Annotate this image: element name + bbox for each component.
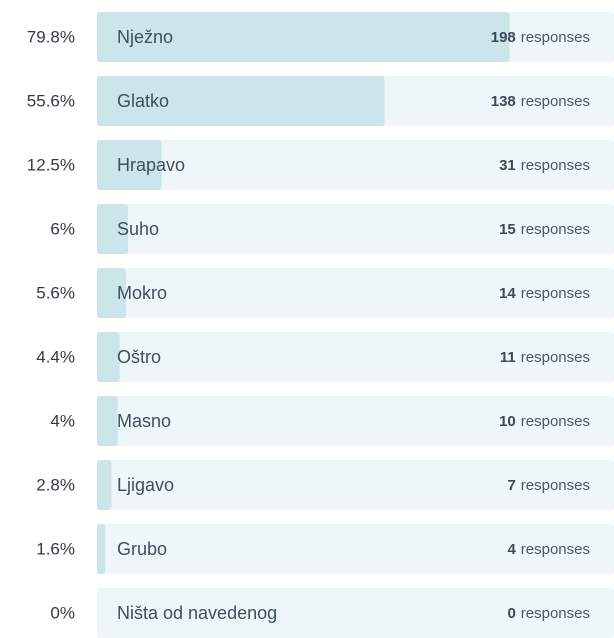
category-label: Mokro [117, 283, 167, 303]
bar [97, 76, 385, 126]
response-count: 11 responses [500, 349, 590, 366]
count-number: 31 [499, 157, 516, 174]
category-label: Suho [117, 219, 159, 239]
count-number: 15 [499, 221, 516, 238]
response-count: 198 responses [491, 29, 590, 46]
count-number: 4 [507, 541, 516, 558]
count-number: 7 [507, 477, 515, 494]
percent-label: 4% [50, 411, 75, 430]
bar-track [97, 268, 614, 318]
count-unit: responses [521, 477, 590, 494]
percent-label: 2.8% [36, 475, 75, 494]
count-number: 0 [507, 605, 515, 622]
bar [97, 12, 510, 62]
bar-track [97, 204, 614, 254]
category-label: Glatko [117, 91, 169, 111]
bar [97, 460, 112, 510]
count-unit: responses [521, 285, 590, 302]
bar-track [97, 332, 614, 382]
response-count: 10 responses [499, 413, 590, 430]
count-unit: responses [521, 221, 590, 238]
percent-label: 4.4% [36, 347, 75, 366]
bar [97, 396, 118, 446]
bar [97, 332, 120, 382]
category-label: Ljigavo [117, 475, 174, 495]
count-number: 198 [491, 29, 516, 46]
bar-track [97, 396, 614, 446]
percent-label: 6% [50, 219, 75, 238]
bar [97, 204, 129, 254]
bar [97, 524, 106, 574]
count-number: 10 [499, 413, 516, 430]
percent-label: 0% [50, 603, 75, 622]
count-unit: responses [521, 541, 590, 558]
count-number: 14 [499, 285, 516, 302]
bar-track [97, 524, 614, 574]
percent-label: 5.6% [36, 283, 75, 302]
percent-label: 12.5% [27, 155, 75, 174]
category-label: Grubo [117, 539, 167, 559]
count-unit: responses [521, 93, 590, 110]
percent-label: 79.8% [27, 27, 75, 46]
count-unit: responses [521, 157, 590, 174]
response-count: 15 responses [499, 221, 590, 238]
bar [97, 140, 162, 190]
percent-label: 1.6% [36, 539, 75, 558]
count-unit: responses [521, 349, 590, 366]
response-count: 7 responses [507, 477, 590, 494]
count-number: 11 [500, 349, 516, 366]
bar-track [97, 140, 614, 190]
response-count: 14 responses [499, 285, 590, 302]
bar [97, 268, 126, 318]
count-unit: responses [521, 413, 590, 430]
category-label: Hrapavo [117, 155, 185, 175]
category-label: Ništa od navedenog [117, 603, 277, 623]
percent-label: 55.6% [27, 91, 75, 110]
count-unit: responses [521, 605, 590, 622]
response-count: 31 responses [499, 157, 590, 174]
response-count: 0 responses [507, 605, 590, 622]
bar-track [97, 588, 614, 638]
count-number: 138 [491, 93, 516, 110]
response-count: 4 responses [507, 541, 590, 558]
category-label: Masno [117, 411, 171, 431]
response-count: 138 responses [491, 93, 590, 110]
category-label: Nježno [117, 27, 173, 47]
count-unit: responses [521, 29, 590, 46]
bar-track [97, 460, 614, 510]
category-label: Oštro [117, 347, 161, 367]
